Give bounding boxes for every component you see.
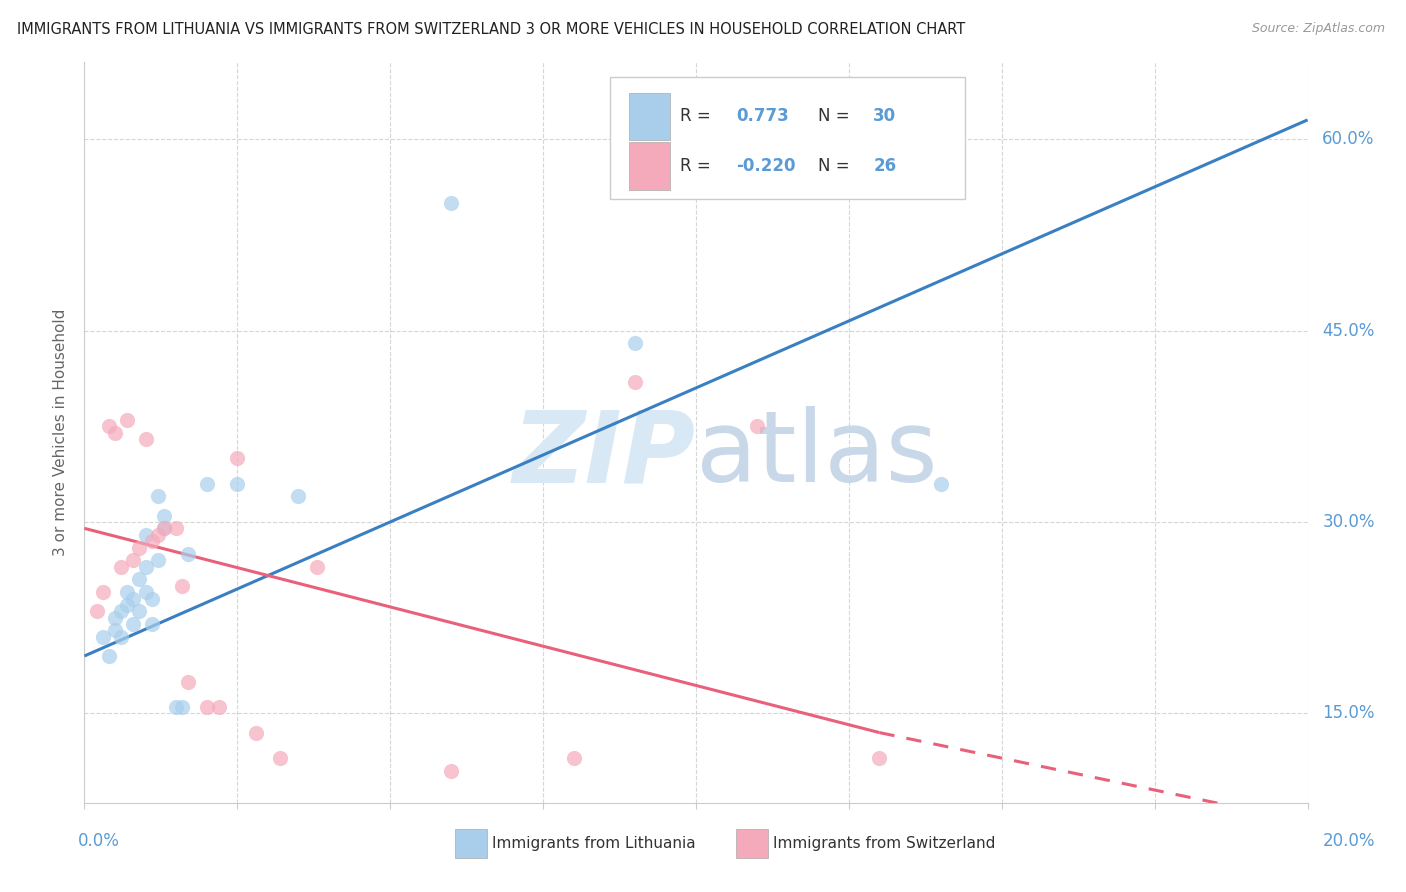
Point: [86, 604, 108, 618]
Point: [122, 553, 145, 567]
Point: [153, 521, 176, 535]
Point: [195, 476, 218, 491]
Point: [226, 451, 249, 466]
Point: [287, 490, 309, 504]
Point: [929, 476, 952, 491]
Point: [122, 617, 145, 632]
Text: 0.0%: 0.0%: [79, 832, 120, 850]
Text: -0.220: -0.220: [737, 157, 796, 175]
Point: [153, 521, 176, 535]
Point: [869, 751, 891, 765]
Point: [146, 527, 169, 541]
Point: [115, 413, 138, 427]
Y-axis label: 3 or more Vehicles in Household: 3 or more Vehicles in Household: [53, 309, 69, 557]
Point: [269, 751, 291, 765]
Point: [104, 610, 127, 624]
Point: [115, 585, 138, 599]
Point: [165, 700, 187, 714]
Point: [97, 648, 120, 663]
Point: [440, 764, 463, 778]
Text: N =: N =: [818, 157, 855, 175]
Text: 15.0%: 15.0%: [1322, 705, 1375, 723]
Point: [226, 476, 249, 491]
Text: Immigrants from Switzerland: Immigrants from Switzerland: [773, 836, 995, 851]
Point: [135, 527, 157, 541]
Point: [624, 375, 647, 389]
Text: Immigrants from Lithuania: Immigrants from Lithuania: [492, 836, 696, 851]
FancyBboxPatch shape: [628, 93, 671, 140]
Point: [146, 553, 169, 567]
Point: [91, 630, 114, 644]
Point: [172, 579, 194, 593]
FancyBboxPatch shape: [610, 78, 965, 200]
Point: [195, 700, 218, 714]
Point: [110, 559, 132, 574]
Point: [305, 559, 328, 574]
Text: 30: 30: [873, 108, 897, 126]
Point: [208, 700, 231, 714]
Text: IMMIGRANTS FROM LITHUANIA VS IMMIGRANTS FROM SWITZERLAND 3 OR MORE VEHICLES IN H: IMMIGRANTS FROM LITHUANIA VS IMMIGRANTS …: [17, 22, 965, 37]
Point: [135, 559, 157, 574]
Point: [177, 674, 200, 689]
Point: [141, 617, 163, 632]
Point: [104, 624, 127, 638]
FancyBboxPatch shape: [456, 829, 486, 858]
Text: 20.0%: 20.0%: [1322, 832, 1375, 850]
Text: 26: 26: [873, 157, 897, 175]
Point: [135, 432, 157, 446]
Point: [91, 585, 114, 599]
Point: [562, 751, 585, 765]
Point: [747, 419, 769, 434]
Point: [141, 534, 163, 549]
Text: atlas: atlas: [696, 407, 938, 503]
Point: [110, 630, 132, 644]
Text: 45.0%: 45.0%: [1322, 321, 1375, 340]
Point: [245, 725, 267, 739]
Point: [104, 425, 127, 440]
Point: [440, 195, 463, 210]
Point: [153, 508, 176, 523]
Point: [177, 547, 200, 561]
Point: [141, 591, 163, 606]
Point: [165, 521, 187, 535]
Text: R =: R =: [681, 108, 716, 126]
FancyBboxPatch shape: [737, 829, 768, 858]
Text: 30.0%: 30.0%: [1322, 513, 1375, 531]
Text: ZIP: ZIP: [513, 407, 696, 503]
Point: [97, 419, 120, 434]
Point: [122, 591, 145, 606]
Point: [624, 336, 647, 351]
Point: [135, 585, 157, 599]
FancyBboxPatch shape: [628, 143, 671, 190]
Text: 60.0%: 60.0%: [1322, 130, 1375, 148]
Point: [128, 541, 150, 555]
Point: [172, 700, 194, 714]
Point: [146, 490, 169, 504]
Point: [115, 598, 138, 612]
Text: N =: N =: [818, 108, 855, 126]
Text: 0.773: 0.773: [737, 108, 789, 126]
Text: R =: R =: [681, 157, 716, 175]
Point: [110, 604, 132, 618]
Point: [128, 604, 150, 618]
Point: [128, 573, 150, 587]
Text: Source: ZipAtlas.com: Source: ZipAtlas.com: [1251, 22, 1385, 36]
